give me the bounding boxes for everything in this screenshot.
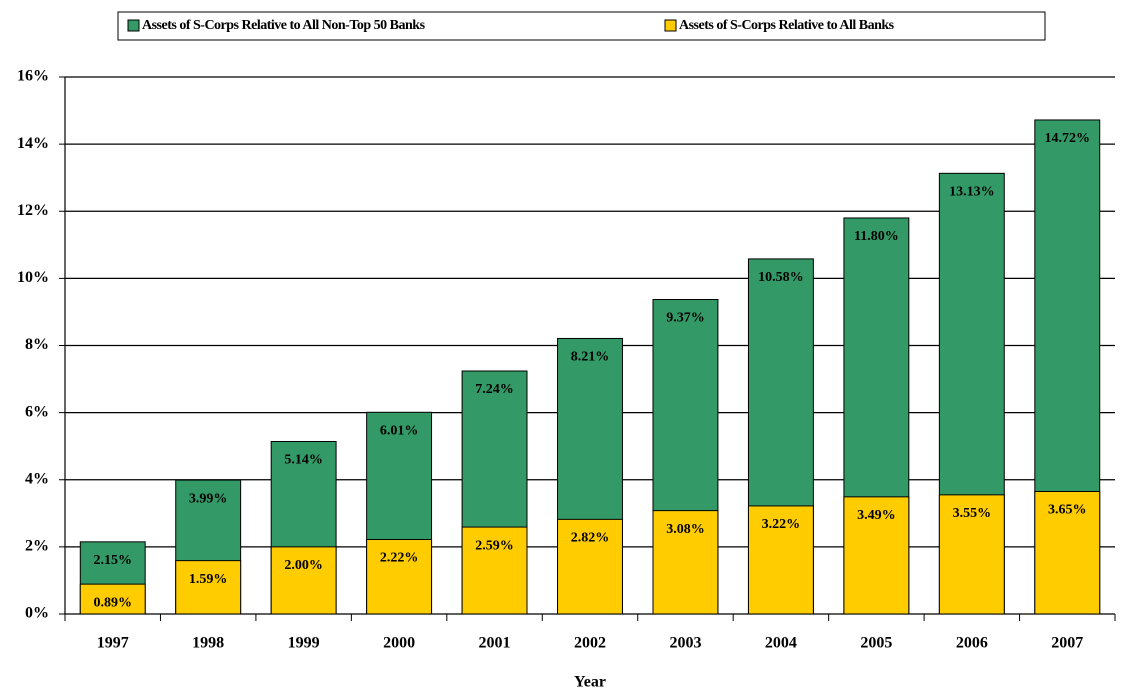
bar: [79, 583, 146, 615]
legend-swatch: [127, 19, 140, 32]
y-tick-label: 12%: [17, 202, 49, 219]
x-tick-label: 2004: [765, 635, 797, 652]
bar: [175, 560, 242, 615]
bar: [461, 526, 528, 615]
data-label: 11.80%: [854, 229, 899, 244]
data-label: 3.65%: [1048, 503, 1087, 518]
bar: [270, 546, 337, 615]
y-tick-label: 8%: [25, 336, 49, 353]
bar: [747, 505, 814, 615]
legend-box: [117, 11, 1046, 41]
bar: [1034, 490, 1101, 615]
y-tick-label: 0%: [25, 605, 49, 622]
data-label: 2.22%: [380, 551, 419, 566]
bar: [366, 538, 433, 615]
data-label: 5.14%: [284, 453, 323, 468]
bar: [938, 494, 1005, 615]
x-tick-label: 1999: [288, 635, 320, 652]
y-tick-label: 6%: [25, 403, 49, 420]
legend-label: Assets of S-Corps Relative to All Non-To…: [142, 18, 426, 33]
x-tick-label: 2001: [479, 635, 511, 652]
x-tick-label: 2005: [860, 635, 892, 652]
x-tick-label: 2000: [383, 635, 415, 652]
data-label: 3.22%: [762, 517, 801, 532]
bar: [557, 518, 623, 615]
bar: [843, 496, 910, 615]
x-axis-label: Year: [574, 674, 606, 691]
x-tick-label: 1997: [97, 635, 129, 652]
data-label: 2.82%: [571, 531, 610, 546]
y-tick-label: 14%: [17, 135, 49, 152]
x-tick-label: 1998: [192, 635, 224, 652]
x-tick-label: 2006: [956, 635, 988, 652]
data-label: 1.59%: [189, 572, 228, 587]
y-tick-label: 4%: [25, 470, 49, 487]
data-label: 10.58%: [758, 270, 804, 285]
x-tick-label: 2003: [669, 635, 701, 652]
data-label: 7.24%: [475, 382, 514, 397]
data-label: 2.00%: [284, 558, 323, 573]
data-label: 2.15%: [93, 553, 132, 568]
y-tick-label: 10%: [17, 269, 49, 286]
data-label: 0.89%: [93, 595, 132, 610]
data-label: 2.59%: [475, 538, 514, 553]
legend-label: Assets of S-Corps Relative to All Banks: [679, 18, 895, 33]
legend-swatch: [664, 19, 677, 32]
bar: [652, 510, 719, 615]
data-label: 3.55%: [953, 506, 992, 521]
data-label: 3.99%: [189, 491, 228, 506]
data-label: 3.08%: [666, 522, 705, 537]
data-label: 3.49%: [857, 508, 896, 523]
x-tick-label: 2007: [1051, 635, 1083, 652]
data-label: 8.21%: [571, 350, 610, 365]
y-tick-label: 2%: [25, 538, 49, 555]
data-label: 13.13%: [949, 185, 995, 200]
data-label: 9.37%: [666, 311, 705, 326]
y-tick-label: 16%: [17, 68, 49, 85]
x-tick-label: 2002: [574, 635, 606, 652]
data-label: 6.01%: [380, 424, 419, 439]
data-label: 14.72%: [1045, 131, 1091, 146]
